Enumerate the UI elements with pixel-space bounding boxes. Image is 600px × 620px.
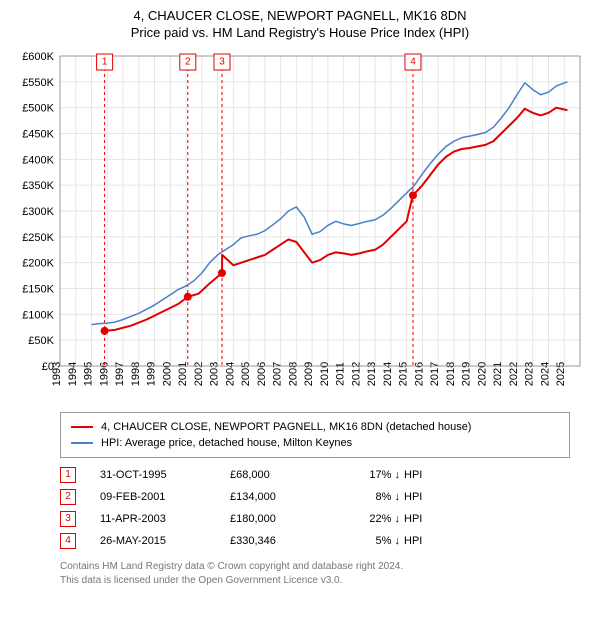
svg-text:2016: 2016: [413, 362, 425, 386]
legend-swatch: [71, 426, 93, 428]
chart: £0£50K£100K£150K£200K£250K£300K£350K£400…: [10, 44, 590, 404]
svg-text:2018: 2018: [445, 362, 457, 386]
legend-item-price-paid: 4, CHAUCER CLOSE, NEWPORT PAGNELL, MK16 …: [71, 419, 559, 435]
svg-text:2012: 2012: [350, 362, 362, 386]
chart-title-line1: 4, CHAUCER CLOSE, NEWPORT PAGNELL, MK16 …: [10, 8, 590, 23]
svg-text:1: 1: [102, 57, 108, 68]
svg-text:2009: 2009: [303, 362, 315, 386]
sale-row: 3 11-APR-2003£180,00022% ↓HPI: [60, 508, 570, 530]
sale-marker-number: 2: [60, 489, 76, 505]
sale-price: £68,000: [230, 464, 340, 486]
svg-text:2021: 2021: [492, 362, 504, 386]
sale-date: 11-APR-2003: [100, 508, 230, 530]
svg-text:£500K: £500K: [22, 103, 54, 115]
svg-text:2019: 2019: [461, 362, 473, 386]
svg-text:1997: 1997: [114, 362, 126, 386]
svg-text:£200K: £200K: [22, 258, 54, 270]
sale-marker-number: 1: [60, 467, 76, 483]
sale-pct: 22% ↓: [340, 508, 400, 530]
legend-label: 4, CHAUCER CLOSE, NEWPORT PAGNELL, MK16 …: [101, 419, 471, 435]
sale-row: 2 09-FEB-2001£134,0008% ↓HPI: [60, 486, 570, 508]
svg-text:2007: 2007: [272, 362, 284, 386]
svg-text:2010: 2010: [319, 362, 331, 386]
svg-text:1996: 1996: [98, 362, 110, 386]
sale-hpi-label: HPI: [400, 464, 450, 486]
svg-text:2005: 2005: [240, 362, 252, 386]
chart-title-line2: Price paid vs. HM Land Registry's House …: [10, 25, 590, 40]
svg-text:£100K: £100K: [22, 309, 54, 321]
sale-price: £330,346: [230, 530, 340, 552]
svg-text:2000: 2000: [161, 362, 173, 386]
svg-text:2017: 2017: [429, 362, 441, 386]
svg-text:2014: 2014: [382, 362, 394, 386]
svg-text:3: 3: [219, 57, 225, 68]
sale-pct: 17% ↓: [340, 464, 400, 486]
svg-text:2003: 2003: [209, 362, 221, 386]
svg-text:2024: 2024: [539, 362, 551, 386]
svg-text:2015: 2015: [398, 362, 410, 386]
sale-marker-number: 3: [60, 511, 76, 527]
legend-label: HPI: Average price, detached house, Milt…: [101, 435, 352, 451]
svg-text:£150K: £150K: [22, 284, 54, 296]
svg-text:2002: 2002: [193, 362, 205, 386]
svg-text:£550K: £550K: [22, 77, 54, 89]
svg-text:£350K: £350K: [22, 180, 54, 192]
svg-text:1995: 1995: [83, 362, 95, 386]
sale-row: 1 31-OCT-1995£68,00017% ↓HPI: [60, 464, 570, 486]
svg-text:£300K: £300K: [22, 206, 54, 218]
attribution-line2: This data is licensed under the Open Gov…: [60, 574, 570, 588]
sale-date: 31-OCT-1995: [100, 464, 230, 486]
legend-item-hpi: HPI: Average price, detached house, Milt…: [71, 435, 559, 451]
svg-text:1998: 1998: [130, 362, 142, 386]
svg-text:2008: 2008: [287, 362, 299, 386]
svg-text:£600K: £600K: [22, 51, 54, 63]
svg-text:2: 2: [185, 57, 191, 68]
svg-text:2023: 2023: [524, 362, 536, 386]
svg-text:2006: 2006: [256, 362, 268, 386]
sale-price: £180,000: [230, 508, 340, 530]
svg-text:2025: 2025: [555, 362, 567, 386]
svg-text:2013: 2013: [366, 362, 378, 386]
svg-text:1993: 1993: [51, 362, 63, 386]
sale-row: 4 26-MAY-2015£330,3465% ↓HPI: [60, 530, 570, 552]
sale-date: 09-FEB-2001: [100, 486, 230, 508]
sales-table: 131-OCT-1995£68,00017% ↓HPI209-FEB-2001£…: [60, 464, 570, 552]
sale-hpi-label: HPI: [400, 486, 450, 508]
svg-text:2022: 2022: [508, 362, 520, 386]
sale-date: 26-MAY-2015: [100, 530, 230, 552]
attribution-line1: Contains HM Land Registry data © Crown c…: [60, 560, 570, 574]
chart-svg: £0£50K£100K£150K£200K£250K£300K£350K£400…: [10, 44, 590, 404]
legend-swatch: [71, 442, 93, 444]
svg-text:1999: 1999: [146, 362, 158, 386]
svg-text:2020: 2020: [476, 362, 488, 386]
sale-hpi-label: HPI: [400, 508, 450, 530]
attribution: Contains HM Land Registry data © Crown c…: [60, 560, 570, 588]
chart-title-block: 4, CHAUCER CLOSE, NEWPORT PAGNELL, MK16 …: [10, 8, 590, 40]
svg-text:£400K: £400K: [22, 154, 54, 166]
sale-marker-number: 4: [60, 533, 76, 549]
svg-text:4: 4: [410, 57, 416, 68]
sale-pct: 8% ↓: [340, 486, 400, 508]
svg-text:£250K: £250K: [22, 232, 54, 244]
svg-text:£450K: £450K: [22, 129, 54, 141]
sale-pct: 5% ↓: [340, 530, 400, 552]
legend: 4, CHAUCER CLOSE, NEWPORT PAGNELL, MK16 …: [60, 412, 570, 458]
svg-text:2001: 2001: [177, 362, 189, 386]
svg-text:2004: 2004: [224, 362, 236, 386]
sale-hpi-label: HPI: [400, 530, 450, 552]
svg-text:1994: 1994: [67, 362, 79, 386]
svg-text:£50K: £50K: [28, 335, 54, 347]
sale-price: £134,000: [230, 486, 340, 508]
